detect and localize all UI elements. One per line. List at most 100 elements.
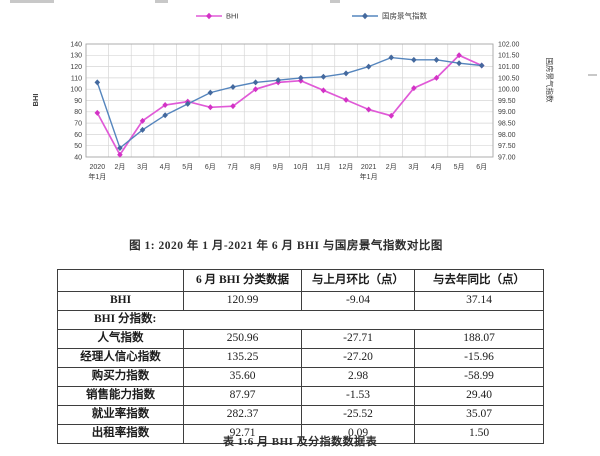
table-value-cell: 120.99: [183, 291, 302, 311]
data-point-marker: [117, 151, 123, 158]
data-point-marker: [365, 63, 372, 70]
x-axis-label: 3月: [137, 163, 148, 171]
x-axis-label: 4月: [160, 163, 171, 171]
right-axis-tick: 99.00: [498, 109, 516, 116]
left-axis-tick: 90: [74, 98, 82, 105]
x-axis-label-line2: 年1月: [88, 172, 106, 181]
legend-marker-icon: [206, 12, 212, 20]
data-point-marker: [94, 79, 101, 86]
data-point-marker: [388, 112, 395, 119]
table-value-cell: -27.20: [301, 348, 415, 368]
series-line: [96, 54, 483, 157]
legend-marker-icon: [362, 12, 368, 20]
table-value-cell: 87.97: [183, 386, 302, 406]
x-axis-label: 2020: [90, 164, 106, 171]
table-value-cell: 29.40: [414, 386, 544, 406]
x-axis-label: 4月: [431, 163, 442, 171]
left-axis-title: BHI: [31, 94, 40, 107]
x-axis-label: 9月: [273, 163, 284, 171]
right-axis-tick: 100.00: [498, 87, 520, 94]
right-axis-tick: 97.50: [498, 143, 516, 150]
x-axis-label: 2月: [386, 163, 397, 171]
table-header-cell: [57, 269, 184, 292]
table-value-cell: 250.96: [183, 329, 302, 349]
left-axis-tick: 140: [70, 41, 82, 48]
right-axis-tick: 98.00: [498, 132, 516, 139]
table-row-label: 销售能力指数: [57, 386, 184, 406]
table-value-cell: 35.60: [183, 367, 302, 387]
left-axis-tick: 40: [74, 154, 82, 161]
data-point-marker: [162, 112, 168, 119]
x-axis-label: 5月: [454, 163, 465, 171]
table-value-cell: 282.37: [183, 405, 302, 425]
table-value-cell: -27.71: [301, 329, 415, 349]
table-header: 6 月 BHI 分类数据 与上月环比（点） 与去年同比（点）: [57, 269, 544, 292]
x-axis-label: 11月: [316, 163, 330, 171]
bhi-climate-line-chart: 140 130 120 110 100 90 80 70 60 50 40 102.00 101.50 1…: [31, 11, 555, 181]
page-edge-artifact: [588, 74, 597, 76]
plot-border: [85, 43, 494, 158]
table-row-label: 购买力指数: [57, 367, 184, 387]
page-edge-artifact: [330, 0, 340, 3]
data-point-marker: [230, 103, 236, 110]
table-section-label: BHI 分指数:: [57, 310, 544, 330]
left-axis-tick: 60: [74, 132, 82, 139]
right-axis-title: 国房景气指数: [545, 58, 555, 103]
left-axis-tick: 120: [70, 64, 82, 71]
bhi-subindex-table: 6 月 BHI 分类数据 与上月环比（点） 与去年同比（点） BHI 120.99 -9…: [57, 269, 544, 444]
table-row: 人气指数 250.96 -27.71 188.07: [57, 329, 544, 349]
right-axis-tick: 101.00: [498, 64, 520, 71]
data-point-marker: [411, 85, 417, 92]
data-point-marker: [433, 56, 440, 63]
chart-grid: [85, 43, 494, 158]
table-value-cell: -9.04: [301, 291, 415, 311]
table-row: 出租率指数 92.71 0.09 1.50: [57, 424, 544, 444]
x-axis-label: 6月: [476, 163, 487, 171]
table-value-cell: 2.98: [301, 367, 415, 387]
left-axis-tick: 110: [71, 75, 82, 82]
table-row-label: 人气指数: [57, 329, 184, 349]
data-point-marker: [117, 144, 123, 151]
table-row-label: 经理人信心指数: [57, 348, 184, 368]
x-axis-label-line2: 年1月: [360, 172, 378, 181]
table-body: BHI 120.99 -9.04 37.14 BHI 分指数: 人气指数 250.96 -27…: [57, 291, 544, 444]
x-axis-label: 10月: [293, 163, 308, 171]
left-axis-tick: 50: [74, 143, 82, 150]
table-row: 销售能力指数 87.97 -1.53 29.40: [57, 386, 544, 406]
data-point-marker: [252, 79, 259, 86]
right-axis-tick: 102.00: [498, 41, 520, 48]
right-axis-tick: 100.50: [498, 75, 520, 82]
right-axis-tick: 98.50: [498, 121, 516, 128]
data-point-marker: [230, 83, 236, 90]
x-axis-label: 12月: [339, 163, 354, 171]
left-axis-tick: 70: [74, 121, 82, 128]
legend-label: BHI: [226, 12, 239, 21]
table-value-cell: 35.07: [414, 405, 544, 425]
data-point-marker: [252, 86, 259, 93]
data-point-marker: [456, 52, 462, 59]
series-line: [96, 56, 482, 150]
data-point-marker: [411, 56, 417, 63]
data-point-marker: [298, 74, 304, 81]
table-row: 经理人信心指数 135.25 -27.20 -15.96: [57, 348, 544, 368]
right-axis-tick: 99.50: [498, 98, 516, 105]
data-point-marker: [365, 106, 372, 113]
data-point-marker: [184, 100, 191, 107]
table-value-cell: 188.07: [414, 329, 544, 349]
x-axis-label: 2月: [114, 163, 125, 171]
left-axis-tick: 100: [70, 87, 82, 94]
data-point-marker: [320, 73, 327, 80]
table-header-cell: 6 月 BHI 分类数据: [183, 269, 302, 292]
data-point-marker: [139, 126, 146, 133]
table-row: BHI 分指数:: [57, 310, 544, 330]
x-axis-label: 2021: [361, 164, 377, 171]
data-point-marker: [207, 104, 214, 111]
data-point-marker: [139, 117, 146, 124]
left-axis-tick: 130: [70, 53, 82, 60]
table-value-cell: 1.50: [414, 424, 544, 444]
right-axis-tick: 97.00: [498, 154, 516, 161]
table-header-row: 6 月 BHI 分类数据 与上月环比（点） 与去年同比（点）: [57, 269, 544, 292]
right-axis-tick: 101.50: [498, 53, 520, 60]
table-header-cell: 与去年同比（点）: [414, 269, 544, 292]
